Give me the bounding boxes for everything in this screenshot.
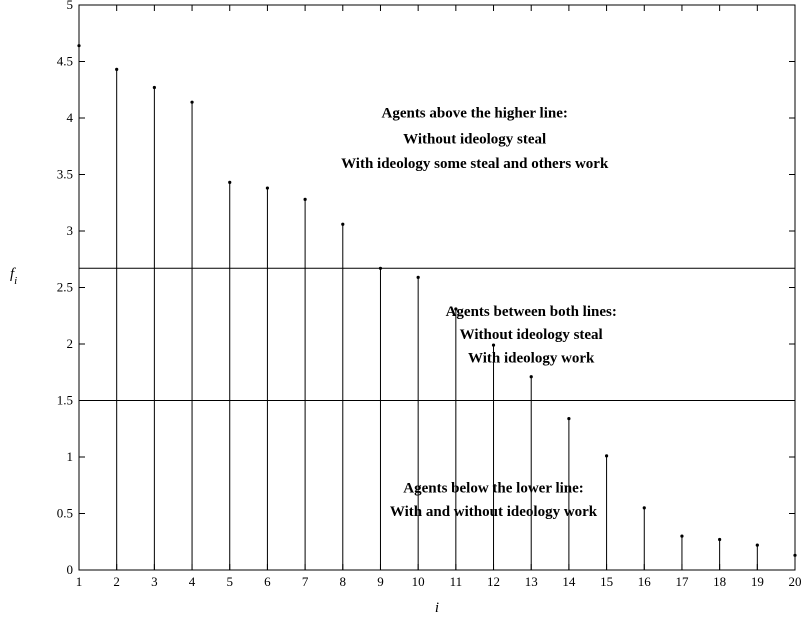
stem-marker-5 xyxy=(228,180,232,185)
stem-series xyxy=(77,44,797,570)
y-tick-label-3.5: 3.5 xyxy=(57,167,73,182)
x-tick-label-1: 1 xyxy=(76,574,83,589)
x-tick-label-4: 4 xyxy=(189,574,196,589)
y-tick-label-5: 5 xyxy=(67,0,74,12)
annotation-2-line-3: With ideology work xyxy=(468,351,595,367)
y-tick-label-0: 0 xyxy=(67,562,74,577)
x-tick-label-5: 5 xyxy=(226,574,233,589)
x-tick-label-7: 7 xyxy=(302,574,309,589)
stem-marker-17 xyxy=(680,534,684,538)
stem-marker-8 xyxy=(341,222,345,226)
y-tick-label-1: 1 xyxy=(67,449,74,464)
x-tick-label-15: 15 xyxy=(600,574,613,589)
x-tick-label-13: 13 xyxy=(525,574,538,589)
y-tick-label-2.5: 2.5 xyxy=(57,280,73,295)
y-axis-label-main: f xyxy=(10,266,16,282)
stem-marker-19 xyxy=(755,543,759,547)
y-tick-label-4: 4 xyxy=(67,110,74,125)
x-tick-label-10: 10 xyxy=(412,574,425,589)
stem-marker-9 xyxy=(378,266,383,270)
x-axis-ticks: 1 2 3 4 5 6 7 8 9 10 11 12 13 14 15 16 17 18 19 20 xyxy=(76,5,801,589)
x-tick-label-20: 20 xyxy=(789,574,801,589)
x-tick-label-19: 19 xyxy=(751,574,764,589)
annotation-3-line-2: With and without ideology work xyxy=(390,504,598,520)
y-axis-ticks: 0 0.5 1 1.5 2 2.5 3 3.5 4 4.5 5 xyxy=(57,0,795,577)
annotation-3-line-1: Agents below the lower line: xyxy=(403,481,584,497)
x-tick-label-12: 12 xyxy=(487,574,500,589)
stem-marker-10 xyxy=(416,275,420,279)
stem-marker-4 xyxy=(190,100,194,104)
annotation-1-line-3: With ideology some steal and others work xyxy=(341,156,609,172)
annotation-2-line-2: Without ideology steal xyxy=(460,327,603,343)
x-tick-label-18: 18 xyxy=(713,574,726,589)
stem-marker-20 xyxy=(793,553,797,557)
x-tick-label-9: 9 xyxy=(377,574,384,589)
annotations: Agents above the higher line: Without ide… xyxy=(341,105,617,520)
y-tick-label-1.5: 1.5 xyxy=(57,393,73,408)
x-tick-label-11: 11 xyxy=(450,574,463,589)
annotation-1-line-1: Agents above the higher line: xyxy=(381,105,567,121)
x-tick-label-17: 17 xyxy=(675,574,689,589)
annotation-1-line-2: Without ideology steal xyxy=(403,131,546,147)
x-axis-label: i xyxy=(435,600,439,616)
annotation-2-line-1: Agents between both lines: xyxy=(446,304,617,320)
stem-marker-6 xyxy=(265,186,270,190)
stem-marker-7 xyxy=(303,197,307,201)
y-axis-label-sub: i xyxy=(14,275,17,287)
stem-marker-15 xyxy=(604,454,609,458)
x-tick-label-6: 6 xyxy=(264,574,271,589)
x-tick-label-8: 8 xyxy=(340,574,347,589)
stem-marker-1 xyxy=(77,44,81,48)
y-tick-label-3: 3 xyxy=(67,223,74,238)
y-tick-label-0.5: 0.5 xyxy=(57,506,73,521)
stem-marker-13 xyxy=(529,375,533,379)
y-tick-label-2: 2 xyxy=(67,336,74,351)
stem-marker-12 xyxy=(491,343,496,347)
x-tick-label-2: 2 xyxy=(113,574,120,589)
y-tick-label-4.5: 4.5 xyxy=(57,54,73,69)
stem-marker-3 xyxy=(152,85,156,90)
threshold-lines xyxy=(79,267,795,401)
stem-marker-16 xyxy=(642,506,646,510)
x-tick-label-14: 14 xyxy=(562,574,576,589)
stem-marker-11 xyxy=(454,307,458,311)
stem-marker-2 xyxy=(115,67,119,72)
stem-marker-14 xyxy=(567,416,571,421)
y-axis-label: fi xyxy=(10,266,17,287)
stem-marker-18 xyxy=(718,537,722,542)
x-tick-label-3: 3 xyxy=(151,574,158,589)
x-tick-label-16: 16 xyxy=(638,574,652,589)
